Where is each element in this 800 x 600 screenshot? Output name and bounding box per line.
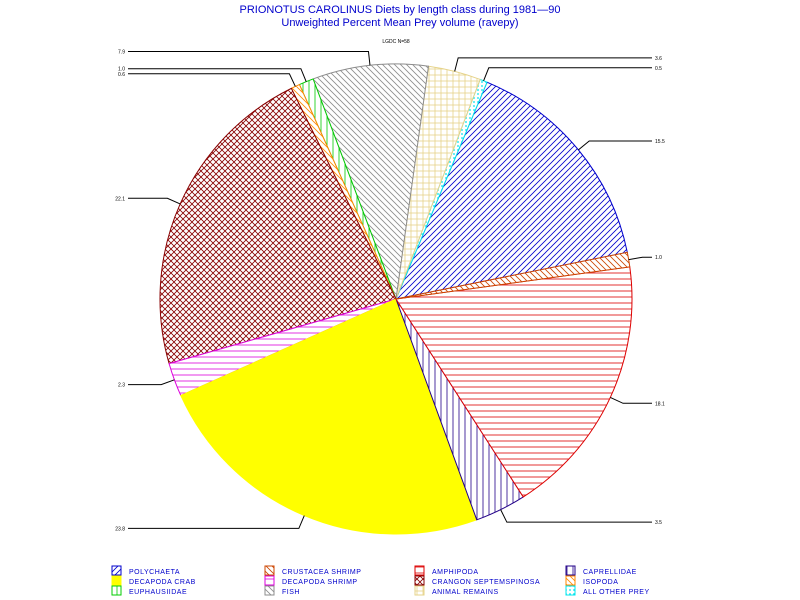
- slice-value-label: 7.9: [118, 50, 125, 56]
- slice-value-label: 1.0: [118, 67, 125, 73]
- legend-label: ALL OTHER PREY: [583, 589, 650, 596]
- slice-value-label: 3.6: [655, 56, 662, 62]
- legend-swatch: [111, 565, 122, 576]
- leader-line: [628, 256, 652, 261]
- chart-annotation: LGDC N=58: [382, 39, 410, 45]
- chart-title: PRIONOTUS CAROLINUS Diets by length clas…: [240, 4, 561, 16]
- slice-value-label: 15.5: [655, 139, 665, 145]
- chart-annotation-group: LGDC N=58: [382, 39, 410, 45]
- leader-line: [128, 197, 181, 205]
- legend-swatch: [565, 585, 576, 596]
- legend-label: CAPRELLIDAE: [583, 569, 637, 576]
- leader-line: [128, 68, 307, 82]
- legend-label: CRANGON SEPTEMSPINOSA: [432, 579, 540, 586]
- slice-value-label: 3.5: [655, 520, 662, 526]
- pie-slices: [159, 63, 633, 535]
- leader-line: [483, 67, 652, 81]
- legend-label: ANIMAL REMAINS: [432, 589, 499, 596]
- legend-swatch: [414, 575, 425, 586]
- leader-line: [454, 57, 652, 72]
- legend: POLYCHAETA CRUSTACEA SHRIMP AMPHIPODA CAPRE…: [111, 565, 650, 596]
- legend-swatch: [111, 575, 122, 586]
- slice-value-label: 0.5: [655, 66, 662, 72]
- leader-line: [128, 73, 296, 87]
- legend-swatch: [414, 585, 425, 596]
- leader-line: [610, 396, 652, 404]
- slice-value-label: 0.6: [118, 72, 125, 78]
- legend-label: EUPHAUSIIDAE: [129, 589, 187, 596]
- slice-value-label: 2.3: [118, 383, 125, 389]
- leader-line: [500, 509, 652, 523]
- slice-value-label: 18.1: [655, 401, 665, 407]
- legend-label: DECAPODA SHRIMP: [282, 579, 358, 586]
- legend-label: CRUSTACEA SHRIMP: [282, 569, 361, 576]
- chart-subtitle: Unweighted Percent Mean Prey volume (rav…: [281, 17, 518, 29]
- legend-swatch: [264, 585, 275, 596]
- leader-line: [578, 140, 652, 151]
- legend-label: AMPHIPODA: [432, 569, 479, 576]
- legend-label: FISH: [282, 589, 300, 596]
- leader-line: [128, 515, 305, 529]
- leader-line: [128, 379, 175, 386]
- leader-line: [128, 51, 371, 66]
- slice-value-label: 1.0: [655, 255, 662, 261]
- slice-amphipoda: [395, 266, 633, 498]
- legend-label: ISOPODA: [583, 579, 618, 586]
- slice-value-label: 23.8: [115, 526, 125, 532]
- legend-swatch: [414, 565, 425, 576]
- legend-swatch: [565, 575, 576, 586]
- slice-crustacea-shrimp: [395, 251, 631, 300]
- slice-labels: 15.50.53.67.91.00.622.12.323.83.518.11.0: [115, 50, 665, 533]
- legend-swatch: [565, 565, 576, 576]
- legend-swatch: [264, 565, 275, 576]
- legend-label: DECAPODA CRAB: [129, 579, 196, 586]
- legend-swatch: [264, 575, 275, 586]
- legend-label: POLYCHAETA: [129, 569, 180, 576]
- legend-swatch: [111, 585, 122, 596]
- slice-value-label: 22.1: [115, 196, 125, 202]
